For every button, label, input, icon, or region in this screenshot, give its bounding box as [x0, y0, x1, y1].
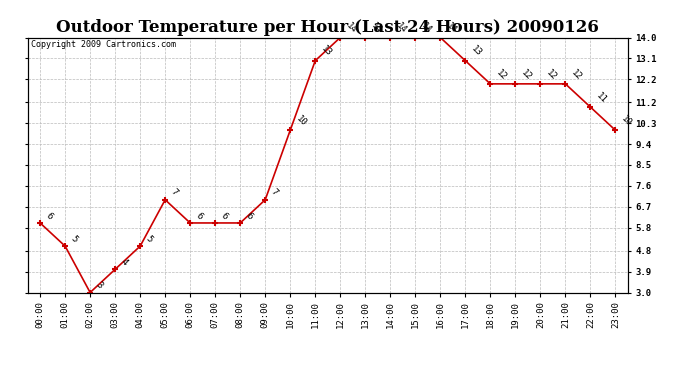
Text: Copyright 2009 Cartronics.com: Copyright 2009 Cartronics.com [30, 40, 175, 49]
Text: 12: 12 [520, 68, 533, 82]
Text: 13: 13 [469, 45, 484, 58]
Text: 5: 5 [144, 234, 155, 244]
Text: 14: 14 [344, 21, 358, 35]
Text: 11: 11 [595, 91, 609, 105]
Title: Outdoor Temperature per Hour (Last 24 Hours) 20090126: Outdoor Temperature per Hour (Last 24 Ho… [57, 19, 599, 36]
Text: 6: 6 [244, 211, 255, 221]
Text: 14: 14 [420, 21, 433, 35]
Text: 13: 13 [319, 45, 333, 58]
Text: 4: 4 [119, 257, 130, 267]
Text: 12: 12 [569, 68, 584, 82]
Text: 6: 6 [219, 211, 230, 221]
Text: 14: 14 [395, 21, 408, 35]
Text: 7: 7 [269, 188, 279, 198]
Text: 14: 14 [444, 21, 458, 35]
Text: 6: 6 [195, 211, 204, 221]
Text: 6: 6 [44, 211, 55, 221]
Text: 12: 12 [544, 68, 558, 82]
Text: 12: 12 [495, 68, 509, 82]
Text: 7: 7 [169, 188, 179, 198]
Text: 3: 3 [95, 280, 104, 290]
Text: 5: 5 [69, 234, 79, 244]
Text: 10: 10 [295, 114, 308, 128]
Text: 10: 10 [620, 114, 633, 128]
Text: 14: 14 [369, 21, 384, 35]
